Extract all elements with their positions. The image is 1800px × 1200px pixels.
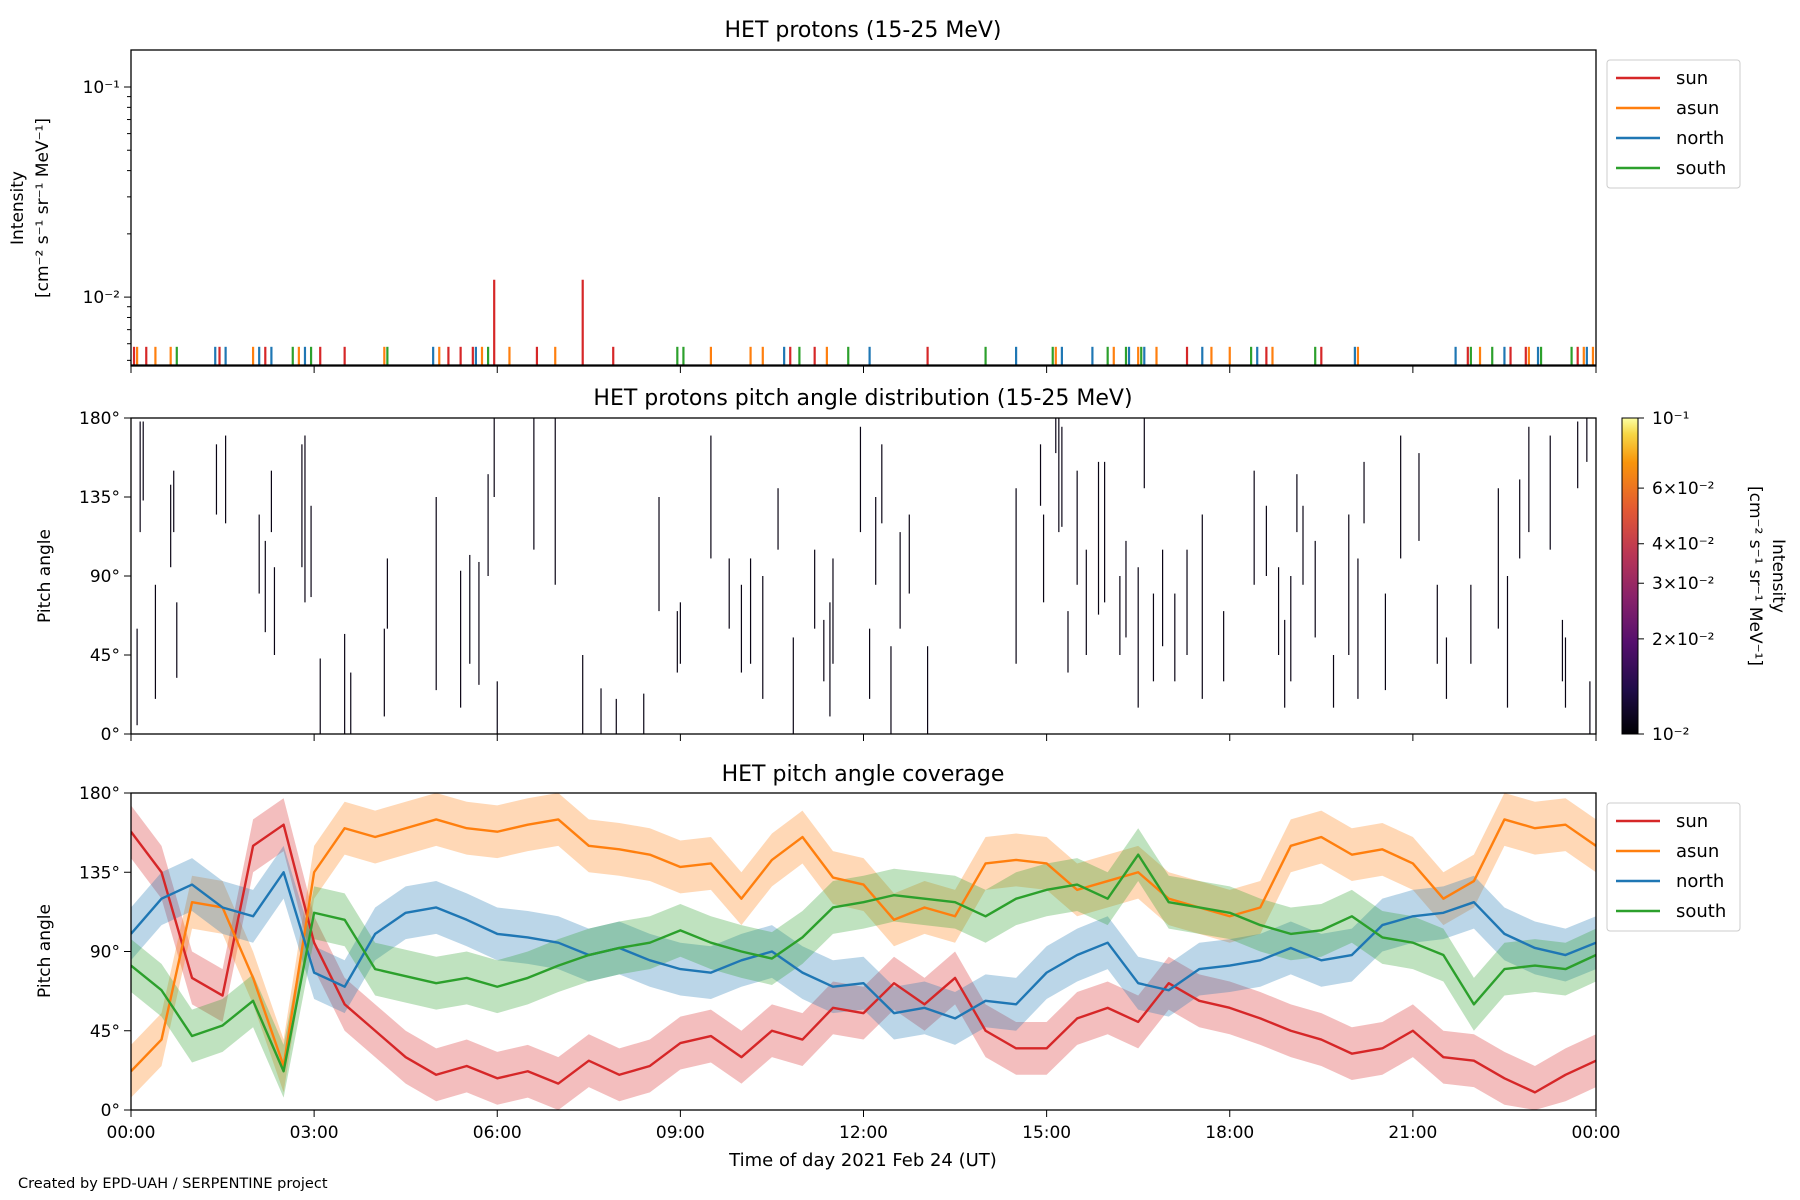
coverage-plot-area [131, 793, 1596, 1110]
colorbar-ticks: 10⁻¹ 6×10⁻² 4×10⁻² 3×10⁻² 2×10⁻² 10⁻² [1638, 409, 1714, 745]
legend-label-south: south [1676, 901, 1726, 922]
legend-label-asun: asun [1676, 98, 1719, 119]
colorbar-tick-label: 4×10⁻² [1652, 535, 1714, 555]
y-tick-label: 0° [101, 1101, 120, 1121]
y-tick-label: 10⁻¹ [83, 78, 120, 98]
band-sun [131, 798, 1596, 1110]
y-tick-label: 180° [79, 784, 120, 804]
line-north [131, 871, 1596, 1020]
colorbar-tick-label: 2×10⁻² [1652, 630, 1714, 650]
x-tick-label: 21:00 [1388, 1123, 1437, 1143]
pad-y-axis: 0° 45° 90° 135° 180° [79, 409, 131, 745]
line-asun [131, 818, 1596, 1073]
legend-label-sun: sun [1676, 68, 1708, 89]
intensity-ylabel-1: Intensity [8, 171, 28, 245]
coverage-xlabel: Time of day 2021 Feb 24 (UT) [728, 1150, 997, 1171]
x-tick-label: 12:00 [839, 1123, 888, 1143]
colorbar-label-2: [cm⁻² s⁻¹ sr⁻¹ MeV⁻¹] [1745, 486, 1765, 666]
intensity-panel: HET protons (15-25 MeV) 10⁻¹ 10⁻² Intensi… [8, 18, 1741, 373]
x-tick-label: 00:00 [107, 1123, 156, 1143]
y-tick-label: 10⁻² [83, 288, 120, 308]
colorbar-tick-label: 10⁻¹ [1652, 409, 1689, 429]
legend-label-asun: asun [1676, 841, 1719, 862]
coverage-x-axis: 00:00 03:00 06:00 09:00 12:00 15:00 18:00 21:00… [107, 1110, 1621, 1143]
line-south [131, 853, 1596, 1073]
intensity-frame [130, 49, 1597, 367]
coverage-title: HET pitch angle coverage [722, 762, 1005, 787]
legend-label-sun: sun [1676, 811, 1708, 832]
y-tick-label: 180° [79, 409, 120, 429]
coverage-ylabel: Pitch angle [35, 904, 55, 998]
colorbar [1621, 417, 1639, 735]
x-tick-label: 09:00 [656, 1123, 705, 1143]
intensity-legend-box [1606, 59, 1741, 189]
credit-text: Created by EPD-UAH / SERPENTINE project [18, 1176, 328, 1192]
intensity-title: HET protons (15-25 MeV) [725, 18, 1002, 43]
colorbar-tick-label: 10⁻² [1652, 725, 1689, 745]
pad-x-ticks [130, 734, 1597, 741]
x-tick-label: 15:00 [1022, 1123, 1071, 1143]
coverage-legend-box [1606, 802, 1741, 932]
x-tick-label: 18:00 [1205, 1123, 1254, 1143]
y-tick-label: 45° [90, 646, 120, 666]
y-tick-label: 135° [79, 488, 120, 508]
colorbar-label-1: Intensity [1768, 539, 1788, 613]
line-sun [131, 823, 1596, 1094]
colorbar-tick-label: 3×10⁻² [1652, 574, 1714, 594]
legend-label-north: north [1676, 871, 1724, 892]
colorbar-tick-label: 6×10⁻² [1652, 479, 1714, 499]
pad-ylabel: Pitch angle [35, 529, 55, 623]
band-north [131, 845, 1596, 1045]
pad-title: HET protons pitch angle distribution (15… [593, 386, 1132, 411]
y-tick-label: 0° [101, 725, 120, 745]
y-tick-label: 45° [90, 1022, 120, 1042]
coverage-panel: HET pitch angle coverage 0° 45° 90° 135° 180… [35, 762, 1741, 1171]
band-south [131, 828, 1596, 1098]
legend-label-north: north [1676, 128, 1724, 149]
intensity-y-axis: 10⁻¹ 10⁻² [83, 78, 131, 361]
coverage-legend: sun asun north south [1606, 802, 1741, 932]
y-tick-label: 135° [79, 863, 120, 883]
coverage-y-axis: 0° 45° 90° 135° 180° [79, 784, 131, 1121]
x-tick-label: 03:00 [290, 1123, 339, 1143]
intensity-x-ticks [130, 366, 1597, 373]
intensity-plot-area [131, 279, 1596, 366]
y-tick-label: 90° [90, 943, 120, 963]
legend-label-south: south [1676, 158, 1726, 179]
y-tick-label: 90° [90, 567, 120, 587]
x-tick-label: 00:00 [1572, 1123, 1621, 1143]
intensity-ylabel-2: [cm⁻² s⁻¹ sr⁻¹ MeV⁻¹] [33, 118, 53, 298]
pad-plot-area [136, 418, 1591, 734]
pad-panel: HET protons pitch angle distribution (15… [35, 386, 1788, 745]
band-asun [131, 793, 1596, 1098]
x-tick-label: 06:00 [473, 1123, 522, 1143]
intensity-legend: sun asun north south [1606, 59, 1741, 189]
